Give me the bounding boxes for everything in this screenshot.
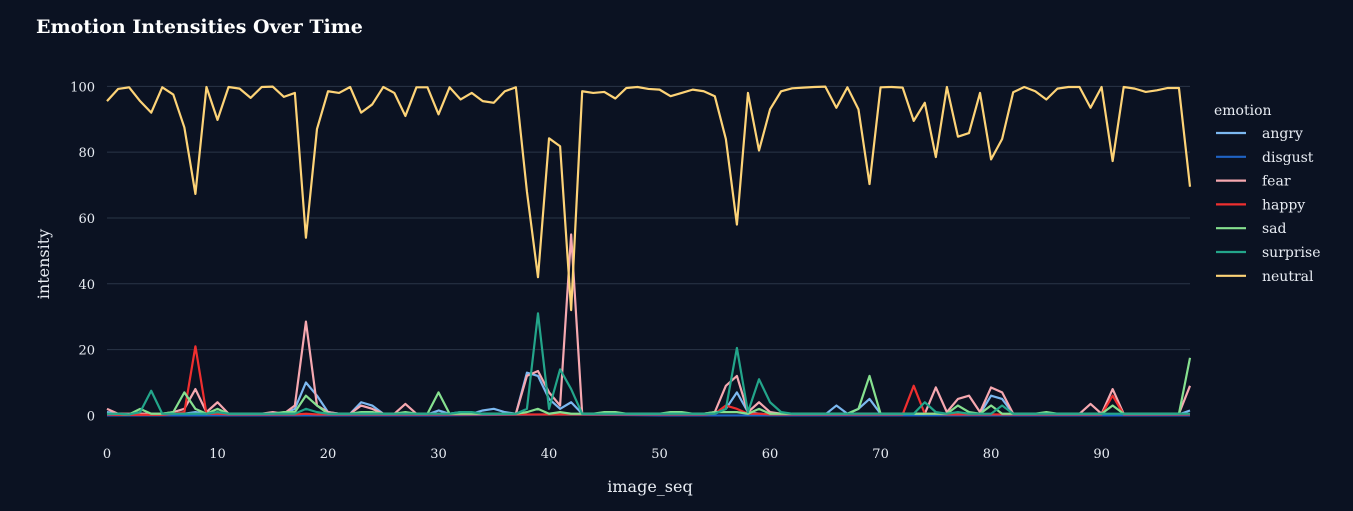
x-tick-label: 90: [1093, 447, 1110, 462]
y-tick-label: 80: [78, 146, 95, 161]
y-axis-ticks: 0 20 40 60 80 100: [70, 80, 95, 424]
legend-items: angry disgust fear happy sad surprise neutral: [1216, 126, 1321, 285]
legend-label-happy: happy: [1262, 197, 1305, 213]
x-tick-label: 50: [651, 447, 668, 462]
legend-title: emotion: [1214, 103, 1272, 119]
legend-label-sad: sad: [1262, 221, 1287, 237]
x-axis-ticks: 0 10 20 30 40 50 60 70 80 90: [103, 447, 1110, 462]
series-line-neutral: [106, 85, 1192, 312]
legend-label-neutral: neutral: [1262, 269, 1314, 285]
x-tick-label: 70: [872, 447, 889, 462]
x-tick-label: 40: [541, 447, 558, 462]
series-line-surprise: [107, 312, 1190, 416]
chart-title: Emotion Intensities Over Time: [36, 16, 363, 38]
x-tick-label: 10: [209, 447, 226, 462]
series-lines: [106, 85, 1192, 417]
y-tick-label: 60: [78, 212, 95, 227]
y-tick-label: 100: [70, 80, 95, 95]
y-tick-label: 20: [78, 344, 95, 359]
y-tick-label: 0: [87, 409, 95, 424]
legend: emotion angry disgust fear happy sad surprise…: [1214, 103, 1321, 285]
x-tick-label: 0: [103, 447, 111, 462]
legend-label-disgust: disgust: [1262, 150, 1314, 166]
x-tick-label: 30: [430, 447, 447, 462]
legend-label-angry: angry: [1262, 126, 1303, 142]
legend-label-fear: fear: [1262, 174, 1291, 190]
y-tick-label: 40: [78, 278, 95, 293]
x-tick-label: 20: [320, 447, 337, 462]
legend-label-surprise: surprise: [1262, 245, 1321, 261]
y-axis-title: intensity: [34, 229, 53, 299]
x-tick-label: 80: [983, 447, 1000, 462]
x-tick-label: 60: [762, 447, 779, 462]
x-axis-title: image_seq: [607, 477, 692, 496]
